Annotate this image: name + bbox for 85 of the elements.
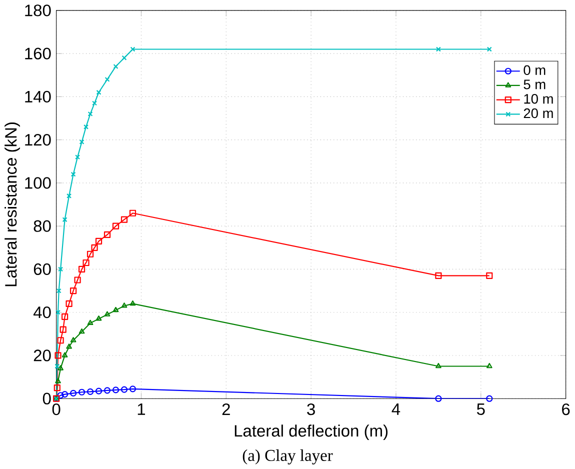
x-tick-label: 0 [52, 403, 60, 416]
point [122, 55, 127, 60]
point [56, 310, 61, 315]
point [82, 259, 90, 266]
point [74, 276, 81, 284]
point [112, 222, 120, 230]
point [129, 210, 136, 216]
point [57, 392, 64, 399]
point [84, 124, 89, 130]
point [104, 231, 111, 238]
point [78, 266, 86, 273]
point [96, 316, 102, 321]
point [62, 217, 68, 222]
legend-label: 20 m [524, 108, 553, 118]
y-tick-label: 160 [25, 48, 51, 60]
point [130, 46, 136, 52]
point [120, 216, 128, 223]
point [436, 362, 442, 368]
point [91, 244, 98, 251]
point [78, 388, 86, 396]
point [70, 390, 77, 397]
y-tick-label: 0 [42, 392, 51, 404]
point [54, 352, 62, 359]
x-tick-label: 3 [307, 403, 315, 416]
point [436, 46, 441, 52]
point [70, 287, 77, 294]
point [79, 139, 84, 144]
point [66, 344, 72, 349]
point [66, 300, 72, 308]
point [104, 311, 110, 316]
point [86, 250, 94, 258]
x-tick-label: 6 [562, 403, 570, 416]
point [62, 313, 68, 320]
y-tick-label: 40 [33, 306, 51, 318]
point [78, 328, 85, 334]
x-tick-label: 1 [138, 403, 146, 415]
point [54, 384, 60, 392]
y-tick-label: 100 [25, 177, 51, 189]
point [95, 238, 102, 244]
point [435, 272, 442, 279]
y-tick-label: 180 [25, 4, 51, 16]
y-tick-label: 20 [34, 350, 51, 362]
point [70, 172, 76, 177]
point [62, 352, 68, 358]
point [486, 272, 493, 279]
point [104, 76, 110, 82]
legend-label: 0 m [524, 65, 546, 76]
legend-label: 10 m [524, 94, 553, 104]
point [62, 390, 68, 398]
text: (a) Clay layer [242, 449, 333, 464]
point [95, 388, 102, 394]
legend-label: 5 m [524, 80, 546, 90]
point [75, 154, 80, 160]
x-axis-title: Lateral deflection (m) [234, 424, 388, 440]
point [58, 266, 64, 272]
point [104, 387, 111, 394]
point [66, 193, 72, 198]
y-tick-label: 60 [34, 263, 51, 276]
point [96, 90, 102, 95]
point [130, 300, 136, 306]
point [58, 365, 64, 370]
point [120, 386, 128, 393]
point [435, 395, 442, 402]
point [87, 320, 94, 326]
point [54, 364, 60, 369]
point [92, 100, 98, 106]
point [55, 378, 61, 384]
x-tick-label: 4 [392, 403, 400, 415]
point [113, 64, 118, 69]
x-tick-label: 2 [222, 403, 230, 415]
point [129, 386, 136, 392]
point [88, 111, 93, 116]
x-tick-label: 5 [476, 403, 485, 415]
point [112, 306, 119, 312]
point [57, 337, 64, 344]
point [60, 326, 66, 333]
y-tick-label: 120 [25, 134, 51, 146]
point [121, 302, 128, 308]
point [86, 388, 94, 396]
point [56, 288, 62, 294]
y-axis-title: Lateral resistance (kN) [4, 122, 20, 286]
point [70, 337, 76, 342]
point [112, 386, 120, 394]
y-tick-label: 80 [34, 220, 51, 232]
y-tick-label: 140 [25, 90, 51, 103]
